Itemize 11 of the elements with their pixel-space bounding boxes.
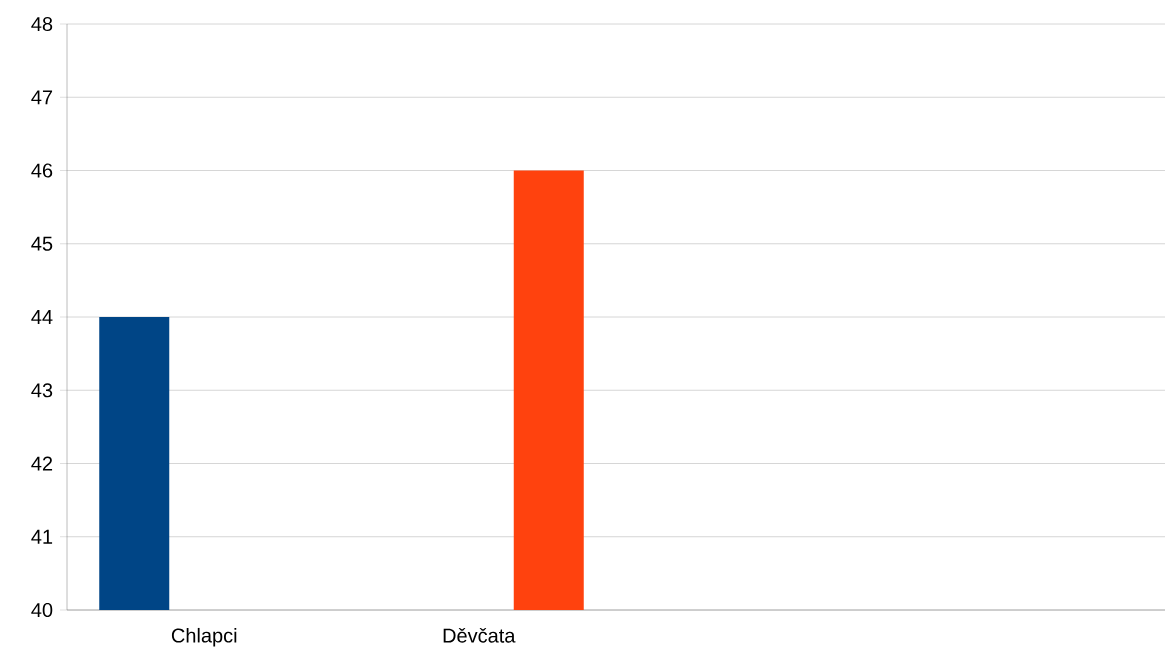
y-tick-label: 42 [31,456,53,471]
y-tick-label: 40 [31,602,53,618]
y-tick-label: 43 [31,383,53,398]
y-tick-label: 44 [31,310,53,324]
x-tick-label: Chlapci [171,627,237,647]
y-tick-label: 41 [31,529,53,544]
y-tick-label: 45 [31,236,53,251]
x-tick-label: Děvčata [443,627,516,643]
y-tick-label: 46 [31,163,53,178]
y-tick-label: 48 [31,16,53,32]
y-tick-label: 47 [31,90,53,105]
